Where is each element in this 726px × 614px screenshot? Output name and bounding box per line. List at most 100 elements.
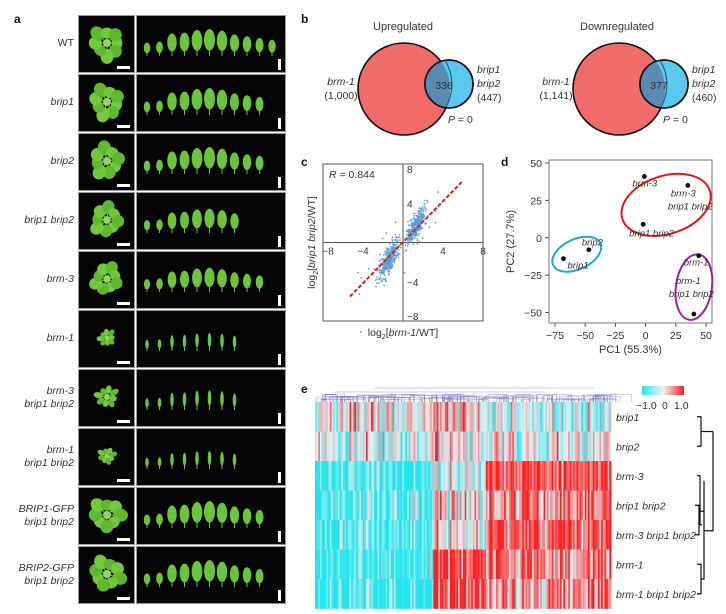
- pca-point-label: brip1 brip2: [668, 201, 714, 212]
- heatmap-cell: [535, 431, 538, 462]
- heatmap-cell: [454, 520, 457, 550]
- heatmap-cell: [602, 461, 605, 491]
- heatmap-cell: [454, 549, 457, 580]
- dendrogram-branch: [322, 394, 337, 402]
- heatmap-cell: [512, 520, 515, 550]
- scatter-point: [416, 219, 419, 221]
- heatmap-cell: [439, 579, 442, 609]
- heatmap-cell: [454, 461, 457, 491]
- heatmap-cell: [581, 431, 584, 462]
- scatter-point: [393, 254, 396, 257]
- heatmap-cell: [509, 431, 511, 462]
- rosette-drawing: [90, 200, 125, 238]
- heatmap-cell: [467, 461, 470, 491]
- scatter-point: [410, 218, 412, 221]
- heatmap-cell: [555, 490, 558, 521]
- heatmap-cell: [352, 549, 355, 580]
- heatmap-cell: [328, 579, 331, 609]
- heatmap-cell: [568, 431, 571, 462]
- heatmap-cell: [372, 520, 375, 550]
- scatter-point: [398, 236, 401, 239]
- scatter-point: [387, 263, 390, 266]
- heatmap-cell: [553, 431, 556, 462]
- leaf-series-photo: [136, 428, 286, 486]
- heatmap-cell: [412, 402, 414, 432]
- heatmap-cell: [556, 520, 559, 550]
- scatter-point: [391, 255, 394, 257]
- heatmap-cell: [594, 402, 597, 432]
- heatmap-cell: [316, 579, 319, 609]
- heatmap-cell: [421, 549, 424, 580]
- heatmap-cell: [410, 490, 413, 521]
- leaf: [220, 333, 224, 348]
- heatmap-cell: [339, 461, 342, 491]
- heatmap-cell: [476, 461, 479, 491]
- pca-point-label: brip2: [582, 238, 604, 249]
- heatmap-cell: [551, 402, 554, 432]
- leaf: [157, 339, 162, 349]
- heatmap-cell: [550, 490, 553, 521]
- heatmap-cell: [321, 490, 324, 521]
- heatmap-cell: [435, 402, 437, 432]
- scatter-point: [381, 270, 384, 273]
- heatmap-cell: [532, 431, 535, 462]
- heatmap-cell: [518, 579, 521, 609]
- leaf-series-photo: [136, 192, 286, 250]
- heatmap-cell: [321, 549, 324, 580]
- leaf: [255, 38, 264, 53]
- heatmap-cell: [484, 520, 487, 550]
- heatmap-cell: [584, 461, 587, 491]
- heatmap-cell: [384, 490, 387, 521]
- heatmap-cell: [349, 520, 352, 550]
- scale-bar: [117, 538, 130, 541]
- heatmap-cell: [377, 520, 380, 550]
- heatmap-cell: [384, 579, 387, 609]
- heatmap-cell: [604, 579, 607, 609]
- leaf: [167, 505, 177, 524]
- leaf-series-drawing: [143, 267, 264, 292]
- heatmap-cell: [609, 490, 612, 521]
- heatmap-cell: [454, 402, 457, 432]
- rosette-center: [103, 570, 111, 578]
- heatmap-cell: [553, 461, 556, 491]
- heatmap-cell: [533, 520, 536, 550]
- scatter-point: [421, 237, 424, 240]
- heatmap-cell: [319, 431, 322, 462]
- heatmap-cell: [471, 461, 474, 491]
- heatmap-cell: [564, 431, 567, 462]
- scatter-point: [415, 220, 417, 223]
- heatmap-cell: [507, 461, 510, 491]
- scatter-point: [425, 207, 427, 210]
- rosette-photo: [78, 251, 135, 309]
- dendrogram-branch: [413, 394, 438, 402]
- heatmap-cell: [463, 431, 465, 462]
- heatmap-cell: [402, 402, 405, 432]
- heatmap-cell: [568, 461, 571, 491]
- dendrogram-branch: [449, 398, 465, 402]
- heatmap-cell: [333, 461, 336, 491]
- scatter-point: [395, 251, 398, 253]
- heatmap-cell: [574, 579, 577, 609]
- heatmap-cell: [398, 520, 401, 550]
- heatmap-cell: [578, 461, 581, 491]
- dendrogram-branch: [368, 397, 377, 402]
- scale-bar: [278, 531, 281, 542]
- heatmap-cell: [566, 520, 569, 550]
- heatmap-cell: [341, 461, 344, 491]
- scatter-point: [403, 271, 406, 274]
- pca-point-label: brip1: [567, 261, 588, 272]
- heatmap-cell: [453, 549, 456, 580]
- dendrogram-branch: [610, 393, 617, 402]
- heatmap-cell: [375, 520, 378, 550]
- heatmap-cell: [502, 520, 505, 550]
- dendrogram-branch: [483, 397, 509, 402]
- scatter-point: [420, 213, 423, 215]
- heatmap-cell: [602, 579, 605, 609]
- heatmap-cell: [578, 549, 581, 580]
- heatmap-cell: [504, 461, 507, 491]
- heatmap-cell: [362, 490, 365, 521]
- genotype-label-line1: brm-3: [46, 385, 74, 397]
- leaf: [217, 269, 227, 288]
- heatmap-cell: [479, 461, 482, 491]
- heatmap-cell: [471, 520, 474, 550]
